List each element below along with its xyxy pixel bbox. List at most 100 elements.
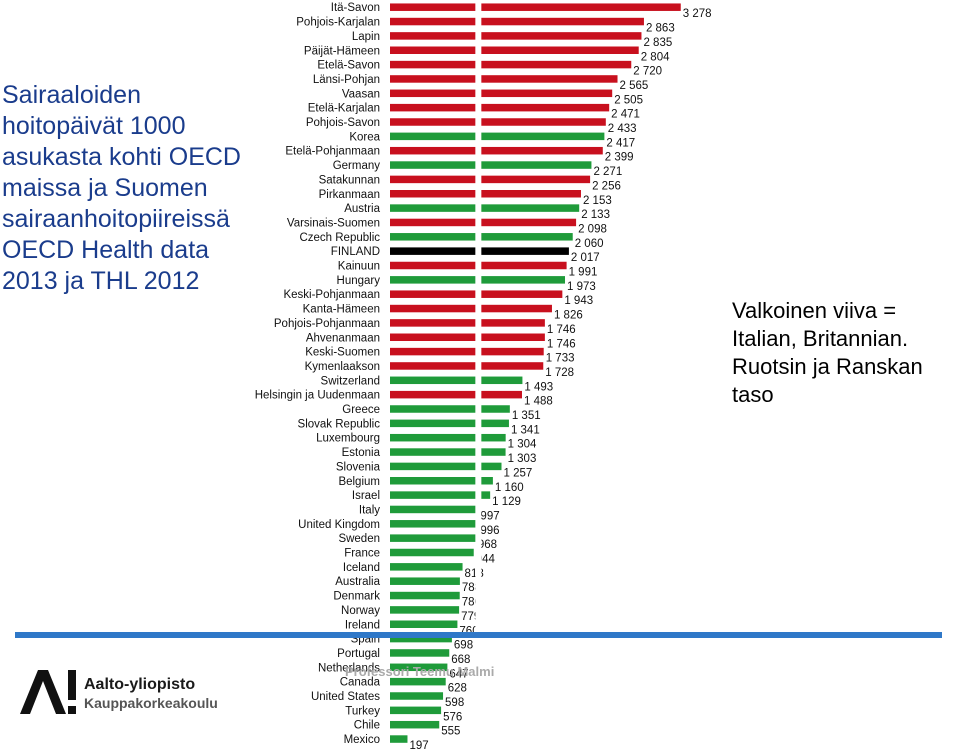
value-label: 2 271 xyxy=(593,166,622,178)
bar xyxy=(390,75,618,83)
category-label: Päijät-Hämeen xyxy=(304,45,380,57)
category-label: Switzerland xyxy=(321,375,380,387)
bar xyxy=(390,204,580,212)
value-label: 2 720 xyxy=(633,66,662,78)
value-label: 1 943 xyxy=(564,295,593,307)
divider-line xyxy=(15,632,942,638)
category-label: Kanta-Hämeen xyxy=(303,304,380,316)
category-label: Turkey xyxy=(345,705,380,717)
logo-line2: Kauppakorkeakoulu xyxy=(84,695,218,711)
category-label: France xyxy=(344,548,380,560)
value-label: 2 256 xyxy=(592,180,621,192)
category-label: Germany xyxy=(333,160,381,172)
category-label: Slovak Republic xyxy=(298,418,381,430)
category-label: Norway xyxy=(341,605,380,617)
category-label: Etelä-Pohjanmaan xyxy=(285,146,380,158)
category-label: Hungary xyxy=(337,275,381,287)
category-label: Canada xyxy=(340,677,381,689)
bar xyxy=(390,190,581,198)
category-label: FINLAND xyxy=(331,246,380,258)
bar xyxy=(390,3,681,11)
value-label: 3 278 xyxy=(683,8,712,20)
bar xyxy=(390,534,476,542)
bar xyxy=(390,433,506,442)
value-label: 555 xyxy=(441,726,460,738)
category-label: Pohjois-Karjalan xyxy=(296,17,380,29)
category-label: Satakunnan xyxy=(319,174,380,186)
value-label: 628 xyxy=(448,683,467,695)
category-label: Etelä-Karjalan xyxy=(308,103,380,115)
reference-line-note: Valkoinen viiva = Italian, Britannian. R… xyxy=(732,298,923,407)
category-label: Itä-Savon xyxy=(331,2,380,14)
bar xyxy=(390,505,479,514)
category-label: United States xyxy=(311,691,380,703)
bar xyxy=(390,319,545,327)
logo-line1: Aalto-yliopisto xyxy=(84,676,196,693)
value-label: 2 098 xyxy=(578,223,607,235)
value-label: 1 826 xyxy=(554,310,583,322)
value-label: 1 129 xyxy=(492,496,521,508)
category-label: Czech Republic xyxy=(299,232,380,244)
category-label: Luxembourg xyxy=(316,433,380,445)
value-label: 1 493 xyxy=(524,381,553,393)
value-label: 2 153 xyxy=(583,195,612,207)
category-label: Greece xyxy=(342,404,380,416)
bar xyxy=(390,161,592,169)
value-label: 197 xyxy=(409,740,428,752)
bar xyxy=(390,563,463,571)
value-label: 2 471 xyxy=(611,109,640,121)
category-label: Kymenlaakson xyxy=(305,361,380,373)
value-label: 1 341 xyxy=(511,424,540,436)
category-label: Australia xyxy=(335,576,380,588)
value-label: 1 488 xyxy=(524,396,553,408)
value-label: 2 133 xyxy=(581,209,610,221)
bar xyxy=(390,720,440,729)
category-label: Italy xyxy=(359,504,380,516)
bar xyxy=(390,706,442,715)
value-label: 1 257 xyxy=(503,467,532,479)
bar xyxy=(390,233,573,241)
bar xyxy=(390,146,603,155)
value-label: 1 304 xyxy=(508,439,537,451)
category-label: United Kingdom xyxy=(298,519,380,531)
aalto-a-logo xyxy=(20,670,76,714)
bar xyxy=(390,347,544,356)
bar xyxy=(390,591,460,600)
bar xyxy=(390,692,444,700)
category-label: Korea xyxy=(349,131,380,143)
value-label: 1 973 xyxy=(567,281,596,293)
category-label: Pohjois-Pohjanmaan xyxy=(274,318,380,330)
category-label: Netherlands xyxy=(318,662,380,674)
value-label: 2 505 xyxy=(614,94,643,106)
category-label: Keski-Suomen xyxy=(305,347,380,359)
category-label: Slovenia xyxy=(336,461,381,473)
value-label: 1 733 xyxy=(546,353,575,365)
bar xyxy=(390,132,605,141)
value-label: 1 351 xyxy=(512,410,541,422)
category-label: Austria xyxy=(344,203,380,215)
bar xyxy=(390,520,479,528)
category-label: Helsingin ja Uudenmaan xyxy=(255,390,380,402)
value-label: 2 060 xyxy=(575,238,604,250)
bar xyxy=(390,448,506,456)
value-label: 698 xyxy=(454,640,473,652)
category-label: Ahvenanmaan xyxy=(306,332,380,344)
bar xyxy=(390,649,450,657)
bar xyxy=(390,60,632,69)
category-label: Etelä-Savon xyxy=(317,60,380,72)
category-label: Pohjois-Savon xyxy=(306,117,380,129)
footer-author: Professori Teemu Malmi xyxy=(345,664,495,679)
category-label: Pirkanmaan xyxy=(319,189,380,201)
bar xyxy=(390,304,552,313)
value-label: 968 xyxy=(478,539,497,551)
bar xyxy=(390,677,446,686)
value-label: 2 565 xyxy=(620,80,649,92)
bar xyxy=(390,735,408,743)
value-label: 598 xyxy=(445,697,464,709)
bar xyxy=(390,32,642,40)
bar xyxy=(390,362,544,370)
value-label: 2 433 xyxy=(608,123,637,135)
bar xyxy=(390,118,606,126)
value-label: 996 xyxy=(480,525,499,537)
